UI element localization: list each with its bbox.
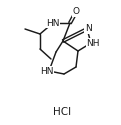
Text: HN: HN	[46, 18, 60, 28]
Text: HCl: HCl	[53, 107, 71, 117]
Text: N: N	[85, 24, 91, 33]
Text: NH: NH	[86, 38, 100, 48]
Text: HN: HN	[40, 66, 54, 76]
Text: O: O	[72, 7, 79, 16]
